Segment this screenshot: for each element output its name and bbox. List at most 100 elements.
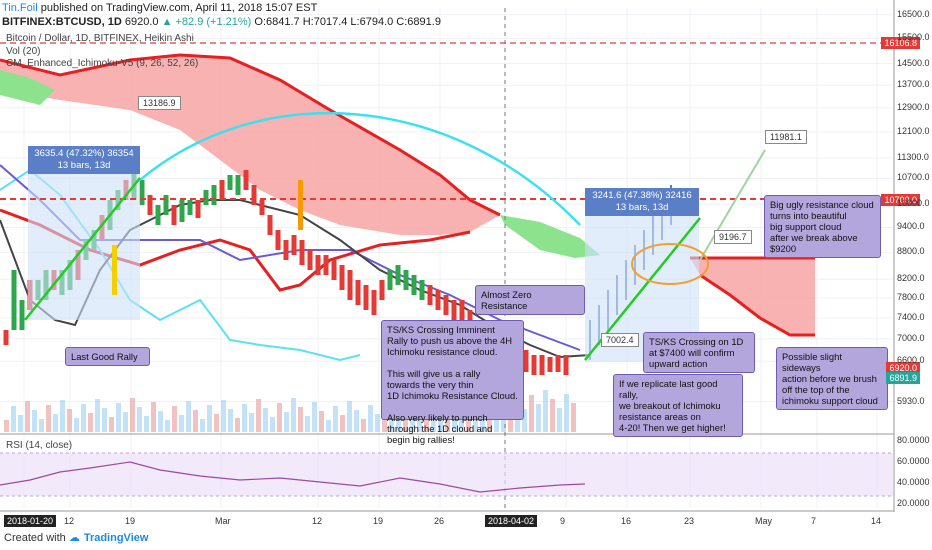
candle	[3, 330, 9, 345]
senkou-a-line	[0, 53, 501, 217]
candle	[155, 205, 161, 225]
volume-bar	[242, 404, 247, 432]
volume-bar	[130, 398, 135, 432]
published-text: published on TradingView.com, April 11, …	[40, 2, 318, 14]
volume-bar	[333, 406, 338, 432]
price-tick-label: 10700.0	[897, 172, 930, 183]
candle	[219, 180, 225, 200]
volume-bar	[165, 420, 170, 432]
volume-bar	[256, 399, 261, 432]
volume-bar	[39, 419, 44, 432]
price-tick-label: 11300.0	[897, 151, 929, 162]
volume-bar	[102, 408, 107, 432]
candle	[203, 190, 209, 205]
volume-bar	[396, 408, 401, 432]
time-tick-label: 7	[811, 516, 817, 526]
volume-bar	[200, 419, 205, 432]
candle	[323, 255, 329, 275]
price-tick-label: 7400.0	[897, 311, 925, 322]
label-mid: 9196.7	[714, 230, 752, 244]
candle	[283, 240, 289, 260]
candle	[459, 300, 465, 320]
volume-bar	[312, 402, 317, 432]
volume-bar	[298, 407, 303, 432]
volume-bar	[235, 418, 240, 432]
price-tick-label: 5930.0	[897, 395, 925, 406]
candle	[259, 200, 265, 215]
volume-bar	[172, 406, 177, 432]
volume-bar	[326, 420, 331, 432]
time-tick-label: Mar	[215, 516, 231, 526]
arc-arrow	[139, 112, 581, 226]
volume-bar	[144, 416, 149, 432]
volume-bar	[571, 403, 576, 432]
volume-bar	[186, 401, 191, 432]
candle	[163, 195, 169, 215]
measure-right-bars: 13 bars, 13d	[615, 202, 669, 213]
symbol-line: BITFINEX:BTCUSD, 1D 6920.0 ▲ +82.9 (+1.2…	[2, 16, 441, 28]
volume-bar	[158, 411, 163, 432]
volume-bar	[25, 401, 30, 432]
volume-bar	[389, 409, 394, 432]
price-tick-label: 15500.0	[897, 32, 930, 43]
volume-bar	[249, 413, 254, 432]
candle	[235, 175, 241, 195]
volume-bar	[60, 400, 65, 432]
time-tick-label: 19	[125, 516, 136, 526]
label-cloud-top: 13186.9	[138, 96, 181, 110]
tag-close: 6891.9	[886, 372, 920, 384]
volume-bar	[529, 395, 534, 432]
volume-bar	[347, 401, 352, 432]
footer-brand[interactable]: TradingView	[83, 532, 149, 544]
time-tick-label: 2018-01-20	[4, 515, 57, 527]
main-series-label[interactable]: Bitcoin / Dollar, 1D, BITFINEX, Heikin A…	[6, 33, 194, 44]
note-almost-zero: Almost Zero Resistance	[475, 285, 585, 315]
candle	[403, 270, 409, 290]
price-tick-label: 9400.0	[897, 221, 925, 232]
senkou-b-future	[699, 273, 815, 337]
volume-bar	[207, 405, 212, 432]
ichimoku-indicator-label[interactable]: CM_Enhanced_Ichimoku-V5 (9, 26, 52, 26)	[6, 58, 199, 69]
volume-bar	[46, 405, 51, 432]
volume-bar	[221, 400, 226, 432]
time-tick-label: 2018-04-02	[485, 515, 538, 527]
time-tick-label: 26	[434, 516, 445, 526]
candle	[275, 230, 281, 250]
candle	[139, 180, 145, 205]
candle	[539, 355, 545, 375]
volume-bar	[340, 415, 345, 432]
volume-bar	[151, 402, 156, 432]
candle	[435, 290, 441, 310]
volume-bar	[137, 407, 142, 432]
volume-bar	[361, 419, 366, 432]
tag-level: 10700.0	[881, 194, 920, 206]
rsi-tick-label: 80.0000	[897, 435, 930, 445]
ohlc-values: O:6841.7 H:7017.4 L:6794.0 C:6891.9	[254, 16, 441, 28]
rsi-tick-label: 60.0000	[897, 456, 930, 466]
volume-bar	[179, 415, 184, 432]
rsi-tick-label: 20.0000	[897, 498, 930, 508]
ichimoku-cloud-green-left	[0, 70, 55, 105]
candle	[19, 300, 25, 330]
volume-bar	[284, 412, 289, 432]
candle	[291, 235, 297, 255]
tag-last: 6920.0	[886, 362, 920, 374]
target-arrow	[699, 149, 766, 261]
price-tick-label: 7800.0	[897, 291, 925, 302]
note-tk-imminent: TS/KS Crossing Imminent Rally to push us…	[381, 320, 524, 445]
tradingview-logo-icon[interactable]: ☁	[68, 532, 80, 544]
candle	[227, 175, 233, 190]
volume-bar	[11, 406, 16, 432]
candle	[355, 280, 361, 305]
candle	[171, 205, 177, 225]
footer: Created with ☁ TradingView	[4, 531, 148, 544]
volume-indicator-label[interactable]: Vol (20)	[6, 46, 41, 57]
author-link[interactable]: Tin.Foil	[2, 2, 38, 14]
volume-bar	[81, 404, 86, 432]
highlight-ellipse	[631, 243, 709, 285]
time-tick-label: 14	[871, 516, 882, 526]
rsi-indicator-label[interactable]: RSI (14, close)	[6, 440, 73, 451]
volume-bar	[557, 408, 562, 432]
candle	[347, 270, 353, 300]
volume-bar	[564, 394, 569, 432]
